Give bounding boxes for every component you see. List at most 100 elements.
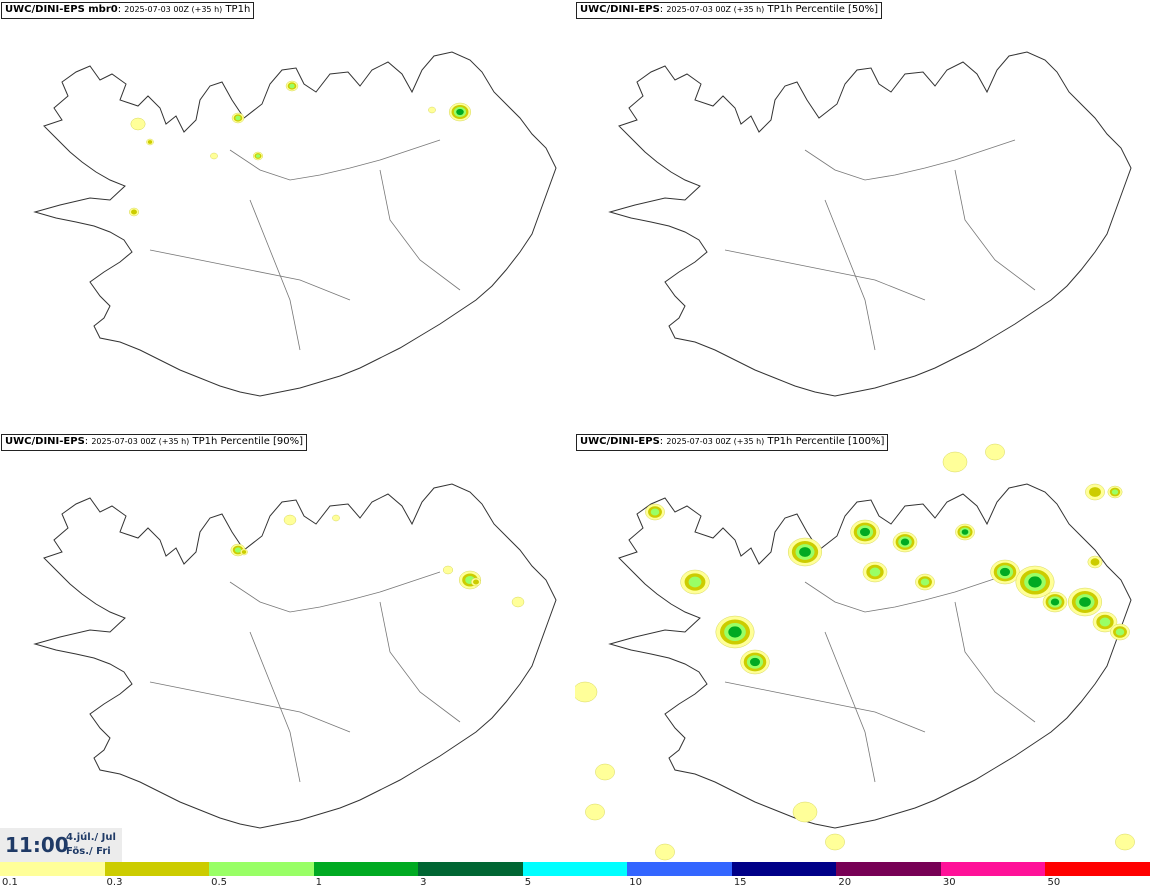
valid-date-line1: 4.júl./ Jul xyxy=(66,832,116,843)
precip-area xyxy=(283,514,297,526)
colorbar-segment xyxy=(313,862,419,876)
precip-area xyxy=(575,681,598,703)
region-border xyxy=(724,681,926,733)
precip-area xyxy=(1115,833,1135,851)
region-border xyxy=(249,199,301,351)
colorbar-label: 30 xyxy=(942,877,956,888)
valid-time: 11:00 xyxy=(5,833,69,857)
precip-area xyxy=(1090,558,1100,566)
panel-model: UWC/DINI-EPS xyxy=(580,436,660,447)
colorbar-segment xyxy=(418,862,523,876)
colorbar-label: 50 xyxy=(1047,877,1061,888)
precip-area xyxy=(332,514,340,522)
colorbar-label: 0.5 xyxy=(211,877,227,888)
precip-area xyxy=(1115,628,1125,636)
region-border xyxy=(379,169,461,291)
panel-run: 2025-07-03 00Z (+35 h) xyxy=(124,5,223,14)
precip-area xyxy=(655,843,675,861)
iceland-map xyxy=(575,443,1135,861)
panel-model: UWC/DINI-EPS xyxy=(5,436,85,447)
colorbar-segment xyxy=(522,862,628,876)
colorbar-segment xyxy=(836,862,941,876)
precip-area xyxy=(961,529,969,535)
panel-run: 2025-07-03 00Z (+35 h) xyxy=(91,437,190,446)
precip-area xyxy=(1111,489,1119,495)
colorbar-segment xyxy=(0,862,105,876)
colorbar-label: 10 xyxy=(629,877,642,888)
precip-colorbar xyxy=(0,862,1150,876)
colorbar-label: 1 xyxy=(315,877,322,888)
precip-area xyxy=(1050,598,1060,606)
precip-area xyxy=(241,550,247,554)
precip-area xyxy=(130,117,146,131)
precip-area xyxy=(456,108,464,116)
valid-time-box: 11:00 4.júl./ Jul Fös./ Fri xyxy=(0,828,122,862)
panel-field: TP1h Percentile [50%] xyxy=(767,4,879,15)
panel-run: 2025-07-03 00Z (+35 h) xyxy=(666,5,765,14)
colorbar-segment xyxy=(731,862,837,876)
precip-area xyxy=(255,154,261,158)
panel-title: UWC/DINI-EPS: 2025-07-03 00Z (+35 h) TP1… xyxy=(576,434,889,451)
precip-area xyxy=(749,657,761,667)
precip-area xyxy=(985,443,1005,461)
colorbar-label: 0.1 xyxy=(2,877,18,888)
map-panel-percentile-50: UWC/DINI-EPS: 2025-07-03 00Z (+35 h) TP1… xyxy=(575,0,1150,430)
precip-area xyxy=(131,209,137,215)
precip-area xyxy=(511,596,525,608)
precip-area xyxy=(650,508,660,516)
precip-area xyxy=(147,140,153,144)
colorbar-segment xyxy=(104,862,210,876)
region-border xyxy=(954,169,1036,291)
precip-area xyxy=(859,527,871,537)
panel-model: UWC/DINI-EPS mbr0 xyxy=(5,4,118,15)
panel-run: 2025-07-03 00Z (+35 h) xyxy=(666,437,765,446)
iceland-map xyxy=(608,51,1132,397)
precip-area xyxy=(688,576,702,588)
map-panel-member0: UWC/DINI-EPS mbr0: 2025-07-03 00Z (+35 h… xyxy=(0,0,575,430)
precip-area xyxy=(473,579,479,585)
region-border xyxy=(804,139,1016,181)
panel-title: UWC/DINI-EPS: 2025-07-03 00Z (+35 h) TP1… xyxy=(576,2,883,19)
precip-area xyxy=(234,547,242,553)
region-border xyxy=(149,681,351,733)
valid-date-line2: Fös./ Fri xyxy=(66,846,111,857)
coastline xyxy=(33,51,557,397)
precip-area xyxy=(210,152,218,160)
colorbar-label: 0.3 xyxy=(106,877,123,888)
region-border xyxy=(249,631,301,783)
region-border xyxy=(229,571,441,613)
coastline xyxy=(33,483,557,829)
precip-area xyxy=(920,578,930,586)
colorbar-label: 5 xyxy=(524,877,532,888)
precip-area xyxy=(792,801,818,823)
panel-title: UWC/DINI-EPS: 2025-07-03 00Z (+35 h) TP1… xyxy=(1,434,308,451)
region-border xyxy=(379,601,461,723)
precip-area xyxy=(728,626,742,638)
region-border xyxy=(954,601,1036,723)
region-border xyxy=(724,249,926,301)
region-border xyxy=(824,199,876,351)
precip-area xyxy=(799,547,811,557)
precip-area xyxy=(900,538,910,546)
precip-area xyxy=(428,106,436,114)
precip-area xyxy=(942,451,968,473)
coastline xyxy=(608,51,1132,397)
precip-colorbar-labels: 0.1 0.3 0.5 1 3 5 10 15 20 30 50 xyxy=(0,876,1150,891)
precip-area xyxy=(869,567,881,577)
colorbar-label: 3 xyxy=(420,877,427,888)
precip-area xyxy=(1079,597,1091,607)
precip-area xyxy=(999,567,1011,577)
region-border xyxy=(229,139,441,181)
map-panel-percentile-100: UWC/DINI-EPS: 2025-07-03 00Z (+35 h) TP1… xyxy=(575,432,1150,862)
region-border xyxy=(824,631,876,783)
region-border xyxy=(804,571,1016,613)
precip-area xyxy=(289,83,295,89)
precip-area xyxy=(1028,576,1042,588)
panel-model: UWC/DINI-EPS xyxy=(580,4,660,15)
panel-field: TP1h xyxy=(225,4,251,15)
iceland-map xyxy=(33,51,557,397)
colorbar-segment xyxy=(209,862,314,876)
colorbar-segment xyxy=(1045,862,1150,876)
precip-area xyxy=(235,115,241,121)
precip-area xyxy=(1099,617,1111,627)
